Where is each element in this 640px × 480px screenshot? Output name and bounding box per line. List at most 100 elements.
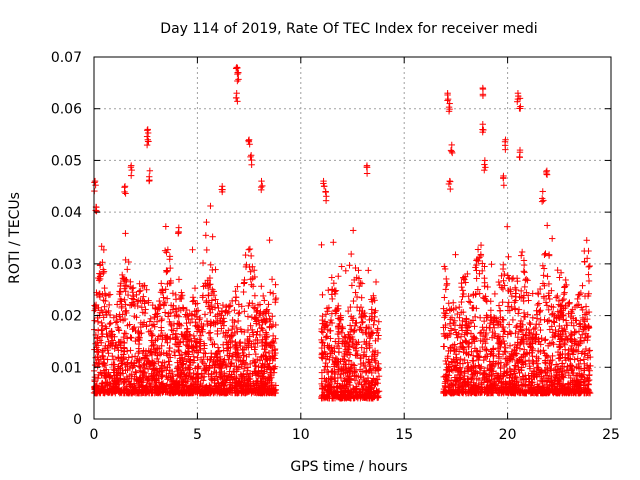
data-point <box>328 274 335 281</box>
data-point <box>330 280 338 287</box>
data-point <box>469 305 477 312</box>
data-point <box>121 330 128 337</box>
data-point <box>159 371 166 379</box>
data-point <box>452 251 459 258</box>
data-point <box>258 325 266 332</box>
data-point <box>459 293 466 300</box>
data-point <box>269 313 276 320</box>
data-point <box>479 85 487 93</box>
data-point <box>501 270 508 278</box>
data-point <box>554 292 561 300</box>
data-point <box>161 247 169 254</box>
data-point <box>586 262 593 270</box>
data-point <box>491 290 499 298</box>
data-point <box>495 278 502 286</box>
data-point <box>270 365 278 372</box>
data-point <box>197 346 204 354</box>
x-tick-label: 5 <box>193 427 202 443</box>
data-point <box>113 318 121 325</box>
data-point <box>496 348 503 355</box>
data-point <box>240 280 248 287</box>
data-point <box>446 306 453 313</box>
data-point <box>544 273 551 280</box>
data-point <box>487 307 495 314</box>
data-point <box>444 95 452 103</box>
chart-title: Day 114 of 2019, Rate Of TEC Index for r… <box>160 21 537 37</box>
data-point <box>205 291 212 299</box>
data-point <box>153 355 161 363</box>
data-point <box>259 182 266 190</box>
data-point <box>518 327 526 334</box>
data-point <box>98 319 105 327</box>
data-point <box>124 266 131 273</box>
data-point <box>175 276 183 283</box>
data-point <box>207 329 214 336</box>
data-point <box>473 275 480 282</box>
data-point <box>479 324 486 331</box>
data-point <box>481 166 488 174</box>
data-point <box>487 298 494 305</box>
data-point <box>158 317 165 324</box>
data-point <box>476 270 483 277</box>
data-point <box>251 292 259 299</box>
data-point <box>203 218 210 226</box>
data-point <box>138 304 145 311</box>
data-point <box>582 303 590 310</box>
data-point <box>140 361 147 369</box>
data-point <box>521 283 528 291</box>
data-point <box>100 314 107 321</box>
data-point <box>580 356 588 363</box>
data-point <box>538 198 546 205</box>
data-point <box>199 294 206 301</box>
data-point <box>443 281 450 289</box>
data-point <box>109 352 116 360</box>
data-point <box>159 286 166 293</box>
data-point <box>127 347 134 354</box>
data-point <box>244 313 252 320</box>
data-point <box>583 237 590 244</box>
data-point <box>110 314 118 321</box>
data-point <box>358 294 365 301</box>
data-point <box>135 340 143 348</box>
data-point <box>128 353 136 361</box>
data-point <box>443 280 451 287</box>
data-point <box>128 166 135 174</box>
data-point <box>520 309 528 317</box>
data-point <box>245 137 252 144</box>
data-point <box>477 251 485 258</box>
data-point <box>123 309 130 317</box>
data-point <box>164 246 172 253</box>
data-point <box>191 284 199 292</box>
data-point <box>507 330 515 337</box>
data-point <box>197 332 205 339</box>
y-tick-label: 0.04 <box>51 205 82 221</box>
data-point <box>474 246 482 253</box>
data-point <box>242 251 249 259</box>
data-point <box>247 252 255 260</box>
y-tick-label: 0.03 <box>51 257 82 273</box>
data-point <box>111 345 118 352</box>
data-point <box>504 223 511 230</box>
data-points <box>90 64 594 402</box>
data-point <box>118 304 125 312</box>
data-point <box>350 297 357 305</box>
data-point <box>261 297 268 304</box>
y-tick-labels: 0 0.01 0.02 0.03 0.04 0.05 0.06 0.07 <box>51 50 82 428</box>
data-point <box>459 287 466 294</box>
data-point <box>132 368 139 376</box>
data-point <box>214 344 222 351</box>
data-point <box>357 304 365 311</box>
data-point <box>349 227 357 234</box>
data-point <box>546 295 553 303</box>
data-point <box>509 316 517 324</box>
data-point <box>120 333 127 341</box>
data-point <box>544 222 551 229</box>
data-point <box>527 321 534 328</box>
data-point <box>348 282 356 289</box>
data-point <box>254 328 261 335</box>
data-point <box>448 141 455 149</box>
data-point <box>579 282 586 289</box>
data-point <box>458 283 465 291</box>
data-point <box>146 173 153 180</box>
